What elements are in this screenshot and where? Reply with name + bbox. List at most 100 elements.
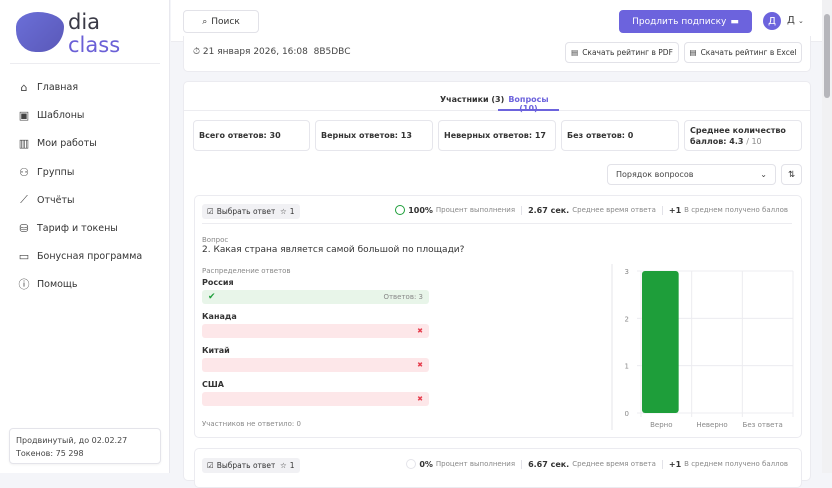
sidebar-item-home[interactable]: ⌂ Главная: [18, 77, 168, 97]
choose-label: Выбрать ответ: [216, 461, 276, 470]
search-label: Поиск: [211, 16, 240, 27]
divider: [202, 223, 792, 224]
answer-label: Канада: [202, 312, 237, 321]
search-icon: ⌕: [202, 16, 208, 27]
progress-ring-icon: [406, 459, 417, 469]
templates-icon: ▣: [18, 108, 30, 122]
token-count: Токенов: 75 298: [16, 449, 84, 458]
star-icon: ☆: [280, 207, 287, 216]
help-icon: ⓘ: [18, 278, 30, 291]
avg-label: Среднее количество баллов: 4.3: [690, 125, 786, 146]
time-label: Среднее время ответа: [572, 460, 656, 468]
sidebar-item-label: Отчёты: [37, 194, 75, 206]
sidebar-item-label: Мои работы: [37, 137, 97, 149]
percent-value: 0%: [419, 459, 433, 469]
points-badge: ☆ 1: [275, 458, 300, 473]
test-code: 8B5DBC: [313, 47, 351, 57]
choose-label: Выбрать ответ: [216, 207, 276, 216]
question-metrics: 100% Процент выполнения 2.67 сек. Среднее …: [389, 205, 794, 215]
score-label: В среднем получено баллов: [684, 206, 788, 214]
distribution-label: Распределение ответов: [202, 267, 291, 275]
y-tick-label: 1: [625, 363, 629, 371]
score-value: +1: [668, 459, 682, 469]
books-icon: ▥: [18, 136, 30, 150]
answer-label: Китай: [202, 346, 230, 355]
excel-label: Скачать рейтинг в Excel: [700, 48, 797, 57]
sidebar-item-label: Бонусная программа: [37, 250, 143, 262]
sidebar-item-label: Шаблоны: [37, 109, 85, 121]
tab-participants[interactable]: Участники (3): [440, 95, 505, 104]
pdf-label: Скачать рейтинг в PDF: [582, 48, 673, 57]
download-pdf-button[interactable]: ▤ Скачать рейтинг в PDF: [565, 42, 679, 63]
checkbox-icon: ☑: [207, 207, 214, 216]
user-label: Д: [787, 15, 795, 26]
choose-answer-button[interactable]: ☑ Выбрать ответ: [202, 204, 281, 219]
answer-bar-wrong: ✖: [202, 324, 429, 338]
points-value: 1: [289, 207, 295, 216]
sidebar-item-groups[interactable]: ⚇ Группы: [18, 162, 168, 182]
cross-icon: ✖: [417, 395, 423, 403]
scrollbar-thumb[interactable]: [824, 14, 830, 98]
sidebar-item-label: Тариф и токены: [37, 222, 118, 234]
sidebar-item-templates[interactable]: ▣ Шаблоны: [18, 105, 168, 125]
progress-ring-icon: [395, 205, 406, 215]
order-select-value: Порядок вопросов: [616, 170, 694, 179]
answers-chart: 0 1 2 3 Верно Неверно Без ответа: [611, 264, 794, 430]
home-icon: ⌂: [20, 80, 28, 94]
stat-average: Среднее количество баллов: 4.3 / 10: [684, 120, 802, 151]
y-tick-label: 0: [625, 410, 629, 418]
users-icon: ⚇: [19, 165, 29, 179]
logo-icon: [16, 12, 64, 52]
avatar[interactable]: Д: [763, 12, 781, 30]
question-text: 2. Какая страна является самой большой п…: [202, 245, 465, 255]
sidebar-item-reports[interactable]: ⟋ Отчёты: [18, 190, 168, 210]
sidebar-item-help[interactable]: ⓘ Помощь: [18, 274, 168, 294]
logo-text-2: class: [68, 33, 121, 57]
y-tick-label: 2: [625, 315, 629, 323]
sidebar-item-bonus[interactable]: ▭ Бонусная программа: [18, 246, 168, 266]
coins-icon: ⛁: [19, 221, 29, 235]
sort-button[interactable]: ⇅: [781, 164, 802, 185]
chevron-down-icon: ⌄: [798, 17, 804, 25]
ticket-icon: ▭: [18, 249, 30, 263]
points-badge: ☆ 1: [275, 204, 300, 219]
sidebar-item-label: Главная: [37, 81, 79, 93]
plan-name: Продвинутый, до 02.02.27: [16, 436, 128, 445]
plan-info: Продвинутый, до 02.02.27 Токенов: 75 298: [9, 428, 161, 464]
sort-icon: ⇅: [787, 169, 796, 180]
chart-line-icon: ⟋: [20, 193, 28, 206]
sidebar-item-label: Помощь: [37, 278, 78, 290]
tab-questions[interactable]: Вопросы (10): [498, 95, 559, 113]
question-label: Вопрос: [202, 236, 229, 244]
percent-value: 100%: [408, 205, 433, 215]
user-menu[interactable]: Д ⌄: [787, 15, 804, 26]
wallet-icon: ▬: [730, 16, 739, 27]
choose-answer-button[interactable]: ☑ Выбрать ответ: [202, 458, 281, 473]
test-info: ⏱ 21 января 2026, 16:08 8B5DBC: [193, 47, 350, 57]
scrollbar[interactable]: [822, 0, 832, 473]
time-label: Среднее время ответа: [572, 206, 656, 214]
chevron-down-icon: ⌄: [760, 170, 767, 179]
file-excel-icon: ▤: [689, 48, 697, 57]
search-button[interactable]: ⌕ Поиск: [183, 10, 259, 33]
check-icon: ✔: [208, 292, 216, 302]
points-value: 1: [289, 461, 295, 470]
stat-total: Всего ответов: 30: [193, 120, 310, 151]
stat-wrong: Неверных ответов: 17: [438, 120, 556, 151]
question-metrics: 0% Процент выполнения 6.67 сек. Среднее вр…: [400, 459, 794, 469]
subscribe-label: Продлить подписку: [632, 16, 727, 27]
subscribe-button[interactable]: Продлить подписку ▬: [619, 10, 752, 33]
x-tick-label: Неверно: [696, 421, 727, 429]
datetime: 21 января 2026, 16:08: [202, 47, 308, 57]
order-select[interactable]: Порядок вопросов ⌄: [607, 164, 776, 185]
sidebar: dia class ⌂ Главная ▣ Шаблоны ▥ Мои работы …: [0, 0, 170, 473]
answer-label: Россия: [202, 278, 234, 287]
file-pdf-icon: ▤: [571, 48, 579, 57]
time-value: 2.67 сек.: [528, 205, 570, 215]
sidebar-item-tariff[interactable]: ⛁ Тариф и токены: [18, 218, 168, 238]
logo-text: dia: [68, 10, 101, 34]
sidebar-item-my-works[interactable]: ▥ Мои работы: [18, 133, 168, 153]
cross-icon: ✖: [417, 327, 423, 335]
download-excel-button[interactable]: ▤ Скачать рейтинг в Excel: [684, 42, 802, 63]
no-answer-count: Участников не ответило: 0: [202, 420, 301, 428]
